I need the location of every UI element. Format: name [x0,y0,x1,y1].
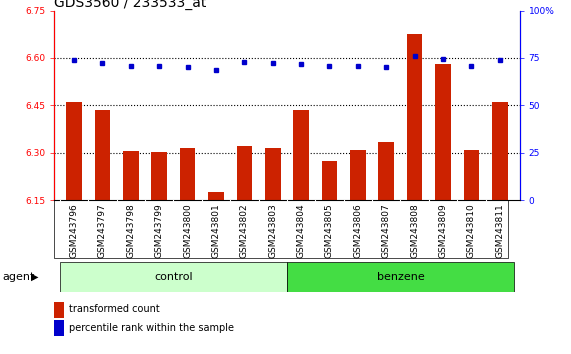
Text: benzene: benzene [376,272,424,282]
Text: GSM243805: GSM243805 [325,203,334,258]
Text: GSM243796: GSM243796 [70,203,79,258]
Bar [180,148,195,200]
Text: GSM243811: GSM243811 [495,203,504,258]
Text: percentile rank within the sample: percentile rank within the sample [69,323,234,333]
Text: GSM243810: GSM243810 [467,203,476,258]
Text: GSM243802: GSM243802 [240,203,249,258]
Bar [407,34,423,200]
Bar [54,302,65,318]
Text: GSM243804: GSM243804 [296,203,305,258]
Bar [123,151,139,200]
Bar [379,142,394,200]
Bar [350,149,365,200]
Bar [321,161,337,200]
FancyBboxPatch shape [60,262,287,292]
Bar [435,64,451,200]
Text: GSM243808: GSM243808 [410,203,419,258]
Bar [95,110,110,200]
Bar [236,146,252,200]
Text: GSM243800: GSM243800 [183,203,192,258]
Text: agent: agent [3,272,35,282]
Text: transformed count: transformed count [69,304,160,314]
Bar [265,148,280,200]
Text: GSM243801: GSM243801 [211,203,220,258]
Bar [66,102,82,200]
Text: control: control [154,272,193,282]
Text: GSM243809: GSM243809 [439,203,448,258]
Bar [54,320,65,336]
Text: GSM243798: GSM243798 [126,203,135,258]
Text: GSM243803: GSM243803 [268,203,278,258]
Text: ▶: ▶ [31,272,39,282]
Bar [293,110,309,200]
Bar [464,149,479,200]
Bar [208,192,224,200]
FancyBboxPatch shape [287,262,514,292]
Text: GDS3560 / 233533_at: GDS3560 / 233533_at [54,0,207,10]
Text: GSM243799: GSM243799 [155,203,164,258]
Text: GSM243797: GSM243797 [98,203,107,258]
Bar [492,102,508,200]
Text: GSM243806: GSM243806 [353,203,363,258]
Bar [151,152,167,200]
Text: GSM243807: GSM243807 [382,203,391,258]
